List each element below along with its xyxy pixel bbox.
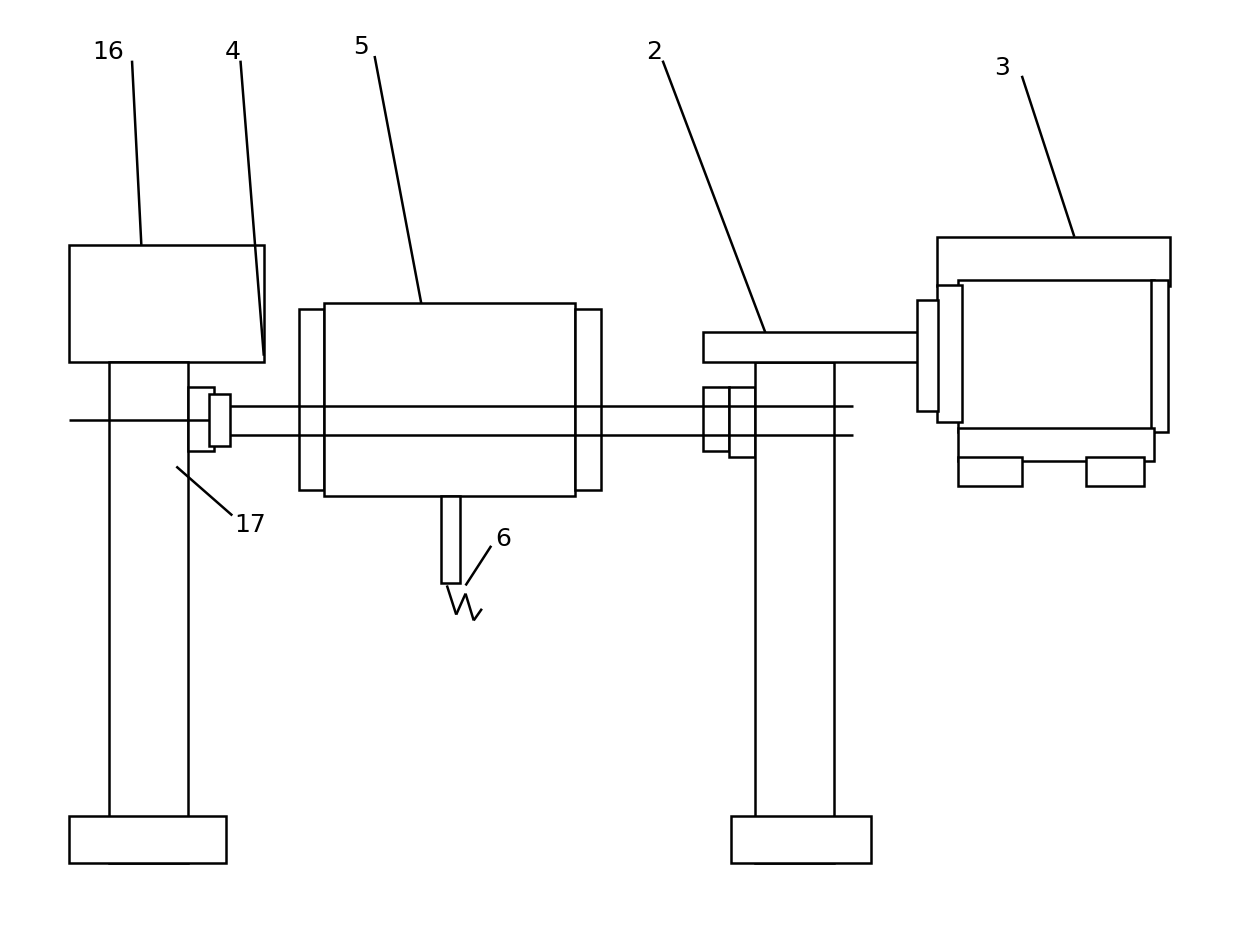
Bar (731, 816, 871, 863)
Bar (299, 309, 325, 490)
Text: 4: 4 (224, 40, 240, 64)
Bar (704, 387, 729, 452)
Bar (958, 457, 1022, 486)
Bar (441, 495, 460, 583)
Text: 2: 2 (647, 40, 663, 64)
Bar (1087, 457, 1145, 486)
Bar (937, 285, 963, 422)
Bar (209, 394, 230, 446)
Bar (704, 332, 937, 362)
Bar (755, 362, 834, 863)
Bar (69, 816, 227, 863)
Text: 17: 17 (234, 513, 265, 536)
Text: 5: 5 (353, 35, 368, 59)
Bar (69, 245, 264, 362)
Text: 6: 6 (494, 527, 510, 550)
Bar (188, 387, 213, 452)
Text: 3: 3 (994, 56, 1010, 79)
Bar (958, 280, 1154, 431)
Bar (937, 237, 1170, 285)
Bar (729, 387, 755, 457)
Text: 16: 16 (93, 40, 125, 64)
Bar (958, 428, 1154, 461)
Bar (109, 362, 188, 863)
Bar (1151, 280, 1167, 431)
Bar (575, 309, 601, 490)
Bar (325, 303, 575, 495)
Bar (917, 299, 938, 411)
